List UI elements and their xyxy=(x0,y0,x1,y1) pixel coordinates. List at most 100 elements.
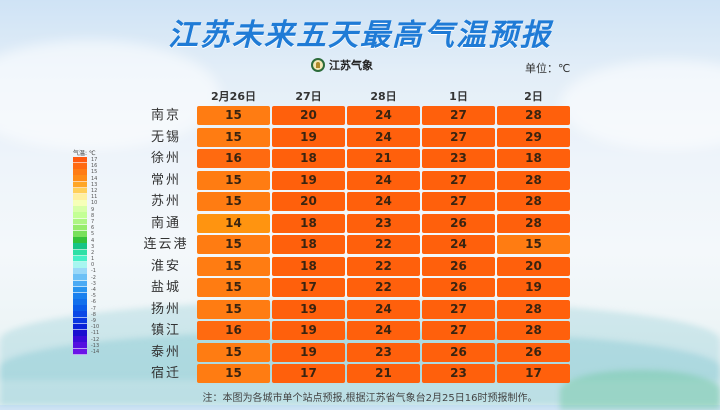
temperature-cell: 26 xyxy=(422,278,495,297)
temperature-cell: 28 xyxy=(497,321,570,340)
legend-label: 2 xyxy=(91,249,95,256)
legend-label: 8 xyxy=(91,212,95,219)
temperature-cell: 21 xyxy=(347,364,420,383)
table-row: 镇江 16 19 24 27 28 xyxy=(151,320,571,342)
temperature-cell: 16 xyxy=(197,149,270,168)
legend-item: -5 xyxy=(73,292,99,300)
legend-label: -10 xyxy=(91,324,100,331)
legend-swatch xyxy=(73,292,87,300)
legend-swatch xyxy=(73,187,87,195)
legend-label: -4 xyxy=(91,287,96,294)
legend-label: 4 xyxy=(91,237,95,244)
legend-swatch xyxy=(73,342,87,350)
table-row: 淮安 15 18 22 26 20 xyxy=(151,256,571,278)
legend-item: 0 xyxy=(73,261,99,269)
temperature-cell: 17 xyxy=(272,278,345,297)
legend-item: -2 xyxy=(73,274,99,281)
temperature-cell: 22 xyxy=(347,235,420,254)
legend-label: 10 xyxy=(91,200,98,207)
table-row: 盐城 15 17 22 26 19 xyxy=(151,277,571,299)
legend-label: 13 xyxy=(91,181,98,188)
legend-label: 0 xyxy=(91,262,95,269)
legend-label: -13 xyxy=(91,342,100,349)
legend-label: -7 xyxy=(91,305,96,312)
legend-item: -14 xyxy=(73,348,99,356)
legend-item: 17 xyxy=(73,156,99,164)
temperature-cell: 26 xyxy=(497,342,570,362)
legend-item: -6 xyxy=(73,299,99,306)
city-name: 苏州 xyxy=(150,194,181,209)
legend-item: -11 xyxy=(73,330,99,337)
temperature-legend: 气温: ℃ 17 16 15 14 13 12 11 10 9 8 7 6 5 4 3 2 1 0 -1 -2 -3 -4… xyxy=(73,148,100,356)
legend-label: -3 xyxy=(91,280,96,287)
legend-label: -5 xyxy=(91,293,96,300)
legend-swatch xyxy=(73,175,87,182)
temperature-cell: 26 xyxy=(422,342,495,362)
column-header: 2月26日 xyxy=(211,90,256,103)
background-cloud xyxy=(560,60,720,150)
legend-item: 11 xyxy=(73,193,99,201)
city-name: 常州 xyxy=(150,172,181,188)
legend-swatch xyxy=(73,336,87,343)
legend-swatch xyxy=(73,224,87,232)
temperature-cell: 18 xyxy=(497,149,570,168)
legend-swatch xyxy=(73,218,87,226)
temperature-cell: 18 xyxy=(272,256,345,276)
temperature-cell: 23 xyxy=(347,342,420,362)
city-name: 淮安 xyxy=(150,258,181,274)
legend-item: 12 xyxy=(73,187,99,195)
temperature-cell: 17 xyxy=(272,364,345,383)
legend-label: 7 xyxy=(91,218,95,225)
legend-label: 15 xyxy=(91,169,98,176)
temperature-cell: 18 xyxy=(272,149,345,168)
temperature-cell: 29 xyxy=(497,127,570,147)
legend-swatch xyxy=(73,274,87,281)
temperature-cell: 15 xyxy=(197,364,270,383)
table-row: 南京 15 20 24 27 28 xyxy=(151,105,571,127)
background-cloud xyxy=(0,40,220,150)
legend-item: 7 xyxy=(73,218,99,226)
footnote: 注：本图为各城市单个站点预报,根据江苏省气象台2月25日16时预报制作。 xyxy=(202,393,538,404)
city-name: 徐州 xyxy=(150,151,181,166)
temperature-cell: 27 xyxy=(422,299,495,319)
legend-swatch xyxy=(73,212,87,220)
temperature-cell: 20 xyxy=(497,256,570,276)
legend-swatch xyxy=(73,249,87,257)
forecast-table: 2月26日 27日 28日 1日 2日 南京 15 20 24 27 28 无锡 15 19 24… xyxy=(143,88,571,385)
temperature-cell: 23 xyxy=(422,149,495,168)
city-name: 盐城 xyxy=(150,280,181,295)
legend-swatch xyxy=(73,268,87,275)
legend-item: -3 xyxy=(73,280,99,288)
temperature-cell: 15 xyxy=(197,192,270,211)
temperature-cell: 24 xyxy=(347,106,420,125)
temperature-cell: 24 xyxy=(347,321,420,340)
temperature-cell: 28 xyxy=(497,192,570,211)
legend-item: 16 xyxy=(73,162,99,170)
temperature-cell: 15 xyxy=(197,235,270,254)
background-mountain xyxy=(560,370,720,410)
temperature-cell: 18 xyxy=(272,235,345,254)
temperature-cell: 19 xyxy=(497,278,570,297)
page-title: 江苏未来五天最高气温预报 xyxy=(168,18,552,53)
legend-label: -12 xyxy=(91,336,100,343)
column-header: 28日 xyxy=(370,90,397,103)
legend-item: -7 xyxy=(73,305,99,312)
column-header: 2日 xyxy=(524,90,543,103)
legend-swatch xyxy=(73,181,87,189)
temperature-cell: 28 xyxy=(497,299,570,319)
temperature-cell: 19 xyxy=(272,127,345,147)
table-row: 常州 15 19 24 27 28 xyxy=(151,170,571,192)
temperature-cell: 15 xyxy=(197,170,270,190)
unit-label: 单位：℃ xyxy=(525,62,571,75)
temperature-cell: 22 xyxy=(347,256,420,276)
temperature-cell: 15 xyxy=(197,106,270,125)
temperature-cell: 24 xyxy=(347,170,420,190)
legend-swatch xyxy=(73,305,87,312)
legend-label: -8 xyxy=(91,311,96,318)
legend-swatch xyxy=(73,311,87,319)
legend-item: 1 xyxy=(73,255,99,263)
temperature-cell: 22 xyxy=(347,278,420,297)
legend-label: 12 xyxy=(91,188,98,195)
legend-swatch xyxy=(73,162,87,170)
column-header: 1日 xyxy=(449,90,468,103)
